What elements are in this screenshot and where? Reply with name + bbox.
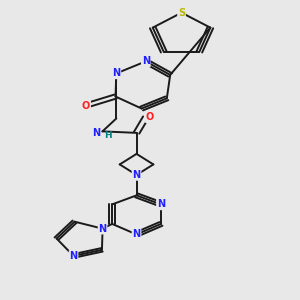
Text: N: N	[98, 224, 106, 234]
Text: N: N	[157, 200, 165, 209]
Text: N: N	[142, 56, 150, 66]
Text: N: N	[112, 68, 120, 78]
Text: N: N	[92, 128, 100, 138]
Text: N: N	[133, 170, 141, 180]
Text: N: N	[70, 251, 78, 261]
Text: S: S	[178, 8, 185, 18]
Text: O: O	[146, 112, 154, 122]
Text: O: O	[82, 100, 90, 110]
Text: N: N	[133, 230, 141, 239]
Text: H: H	[104, 131, 112, 140]
